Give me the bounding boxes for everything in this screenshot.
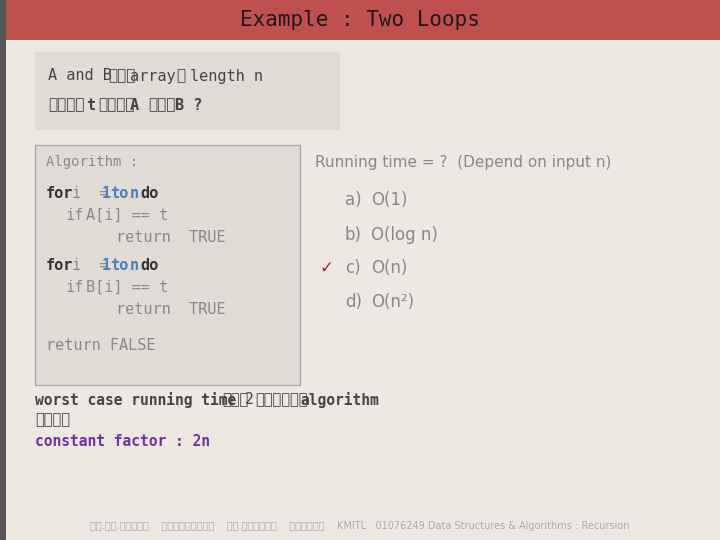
- Text: length n: length n: [190, 69, 263, 84]
- Text: 1: 1: [102, 186, 111, 200]
- Text: เทาของ: เทาของ: [255, 393, 307, 408]
- Text: B[i] == t: B[i] == t: [86, 280, 168, 294]
- Text: O(n²): O(n²): [371, 293, 414, 311]
- Text: Running time = ?  (Depend on input n): Running time = ? (Depend on input n): [315, 154, 611, 170]
- Text: to: to: [110, 258, 128, 273]
- Text: if: if: [66, 280, 84, 294]
- Text: รศ.ดร.ปัญญา    เครือตราย    รศ.กฤษดวน    ศรีบรณ    KMITL   01076249 Data Structu: รศ.ดร.ปัญญา เครือตราย รศ.กฤษดวน ศรีบรณ K…: [90, 521, 630, 531]
- Text: A and B: A and B: [48, 69, 112, 84]
- Text: b): b): [345, 226, 362, 244]
- Text: หรอ: หรอ: [148, 98, 176, 112]
- Text: d): d): [345, 293, 362, 311]
- Text: B ?: B ?: [175, 98, 202, 112]
- Text: 2: 2: [245, 393, 253, 408]
- Text: return  TRUE: return TRUE: [116, 230, 225, 245]
- Bar: [0, 0, 6, 540]
- Text: อยใน: อยใน: [98, 98, 135, 112]
- Text: if: if: [66, 207, 84, 222]
- Text: constant factor : 2n: constant factor : 2n: [35, 435, 210, 449]
- Text: do: do: [140, 186, 158, 200]
- Text: to: to: [110, 186, 128, 200]
- Text: n: n: [130, 258, 139, 273]
- Text: a): a): [345, 191, 361, 209]
- Text: i  =: i =: [72, 258, 109, 273]
- Text: algorithm: algorithm: [300, 392, 379, 408]
- Text: A: A: [130, 98, 139, 112]
- Text: t: t: [86, 98, 95, 112]
- Text: ทแลว: ทแลว: [35, 413, 70, 428]
- Text: ม: ม: [176, 69, 185, 84]
- Text: O(1): O(1): [371, 191, 408, 209]
- Text: do: do: [140, 258, 158, 273]
- Bar: [35, 52, 340, 130]
- Text: O(n): O(n): [371, 259, 408, 277]
- Text: return FALSE: return FALSE: [46, 338, 156, 353]
- Text: n: n: [130, 186, 139, 200]
- Text: เปน: เปน: [222, 393, 248, 408]
- Bar: [0, 0, 720, 40]
- Text: Algorithm :: Algorithm :: [46, 155, 138, 169]
- Text: array: array: [130, 69, 176, 84]
- Text: for: for: [46, 258, 73, 273]
- Text: A[i] == t: A[i] == t: [86, 207, 168, 222]
- Text: i  =: i =: [72, 186, 109, 200]
- Text: for: for: [46, 186, 73, 200]
- Text: c): c): [345, 259, 361, 277]
- Bar: [35, 145, 300, 385]
- Text: เปน: เปน: [108, 69, 135, 84]
- Text: หาวา: หาวา: [48, 98, 84, 112]
- Text: Example : Two Loops: Example : Two Loops: [240, 10, 480, 30]
- Text: 1: 1: [102, 258, 111, 273]
- Text: ✓: ✓: [320, 259, 334, 277]
- Text: return  TRUE: return TRUE: [116, 301, 225, 316]
- Text: O(log n): O(log n): [371, 226, 438, 244]
- Text: worst case running time: worst case running time: [35, 392, 236, 408]
